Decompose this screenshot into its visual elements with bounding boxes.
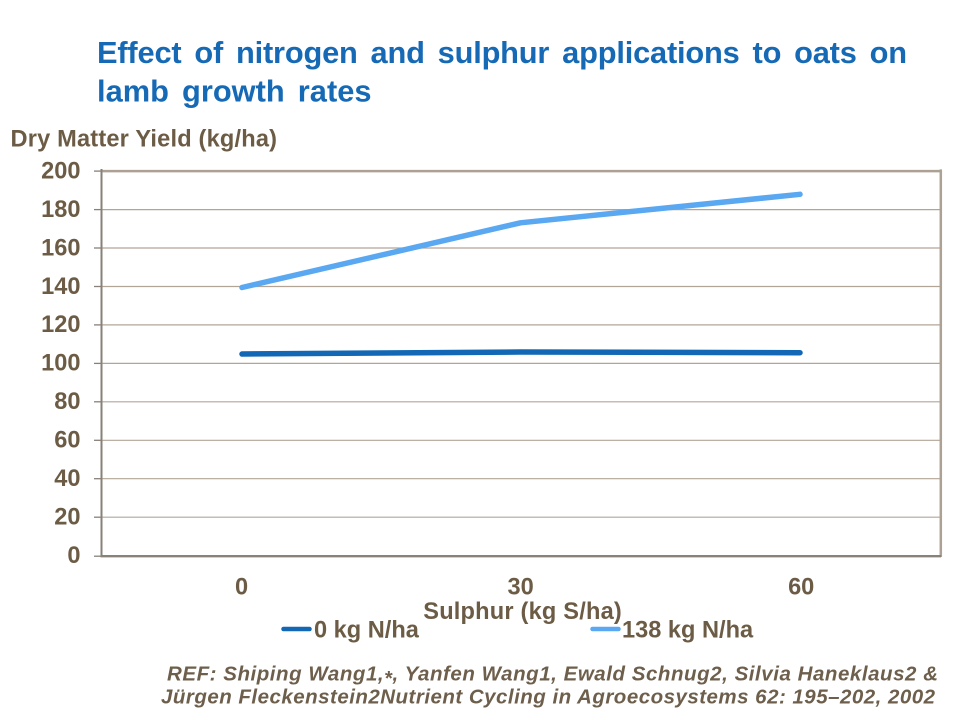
svg-text:Sulphur (kg S/ha): Sulphur (kg S/ha) bbox=[423, 599, 622, 625]
svg-text:Dry Matter Yield (kg/ha): Dry Matter Yield (kg/ha) bbox=[11, 127, 278, 153]
svg-text:138 kg N/ha: 138 kg N/ha bbox=[622, 618, 754, 644]
svg-text:0 kg N/ha: 0 kg N/ha bbox=[314, 618, 420, 644]
svg-text:0: 0 bbox=[235, 574, 248, 600]
svg-text:20: 20 bbox=[54, 505, 80, 531]
svg-text:60: 60 bbox=[788, 574, 814, 600]
svg-text:0: 0 bbox=[67, 543, 80, 569]
svg-text:60: 60 bbox=[54, 428, 80, 454]
svg-text:REF: Shiping Wang1,*, Yanfen W: REF: Shiping Wang1,*, Yanfen Wang1, Ewal… bbox=[167, 663, 938, 691]
svg-text:40: 40 bbox=[54, 466, 80, 492]
svg-text:100: 100 bbox=[41, 351, 80, 377]
svg-text:200: 200 bbox=[41, 158, 80, 184]
svg-text:Effect of nitrogen and sulphur: Effect of nitrogen and sulphur applicati… bbox=[97, 35, 907, 70]
svg-text:80: 80 bbox=[54, 389, 80, 415]
svg-text:30: 30 bbox=[507, 574, 533, 600]
svg-text:120: 120 bbox=[41, 312, 80, 338]
svg-text:lamb growth rates: lamb growth rates bbox=[97, 73, 372, 108]
svg-text:160: 160 bbox=[41, 235, 80, 261]
svg-text:Jürgen Fleckenstein2Nutrient C: Jürgen Fleckenstein2Nutrient Cycling in … bbox=[161, 686, 936, 709]
svg-text:140: 140 bbox=[41, 274, 80, 300]
svg-text:180: 180 bbox=[41, 197, 80, 223]
